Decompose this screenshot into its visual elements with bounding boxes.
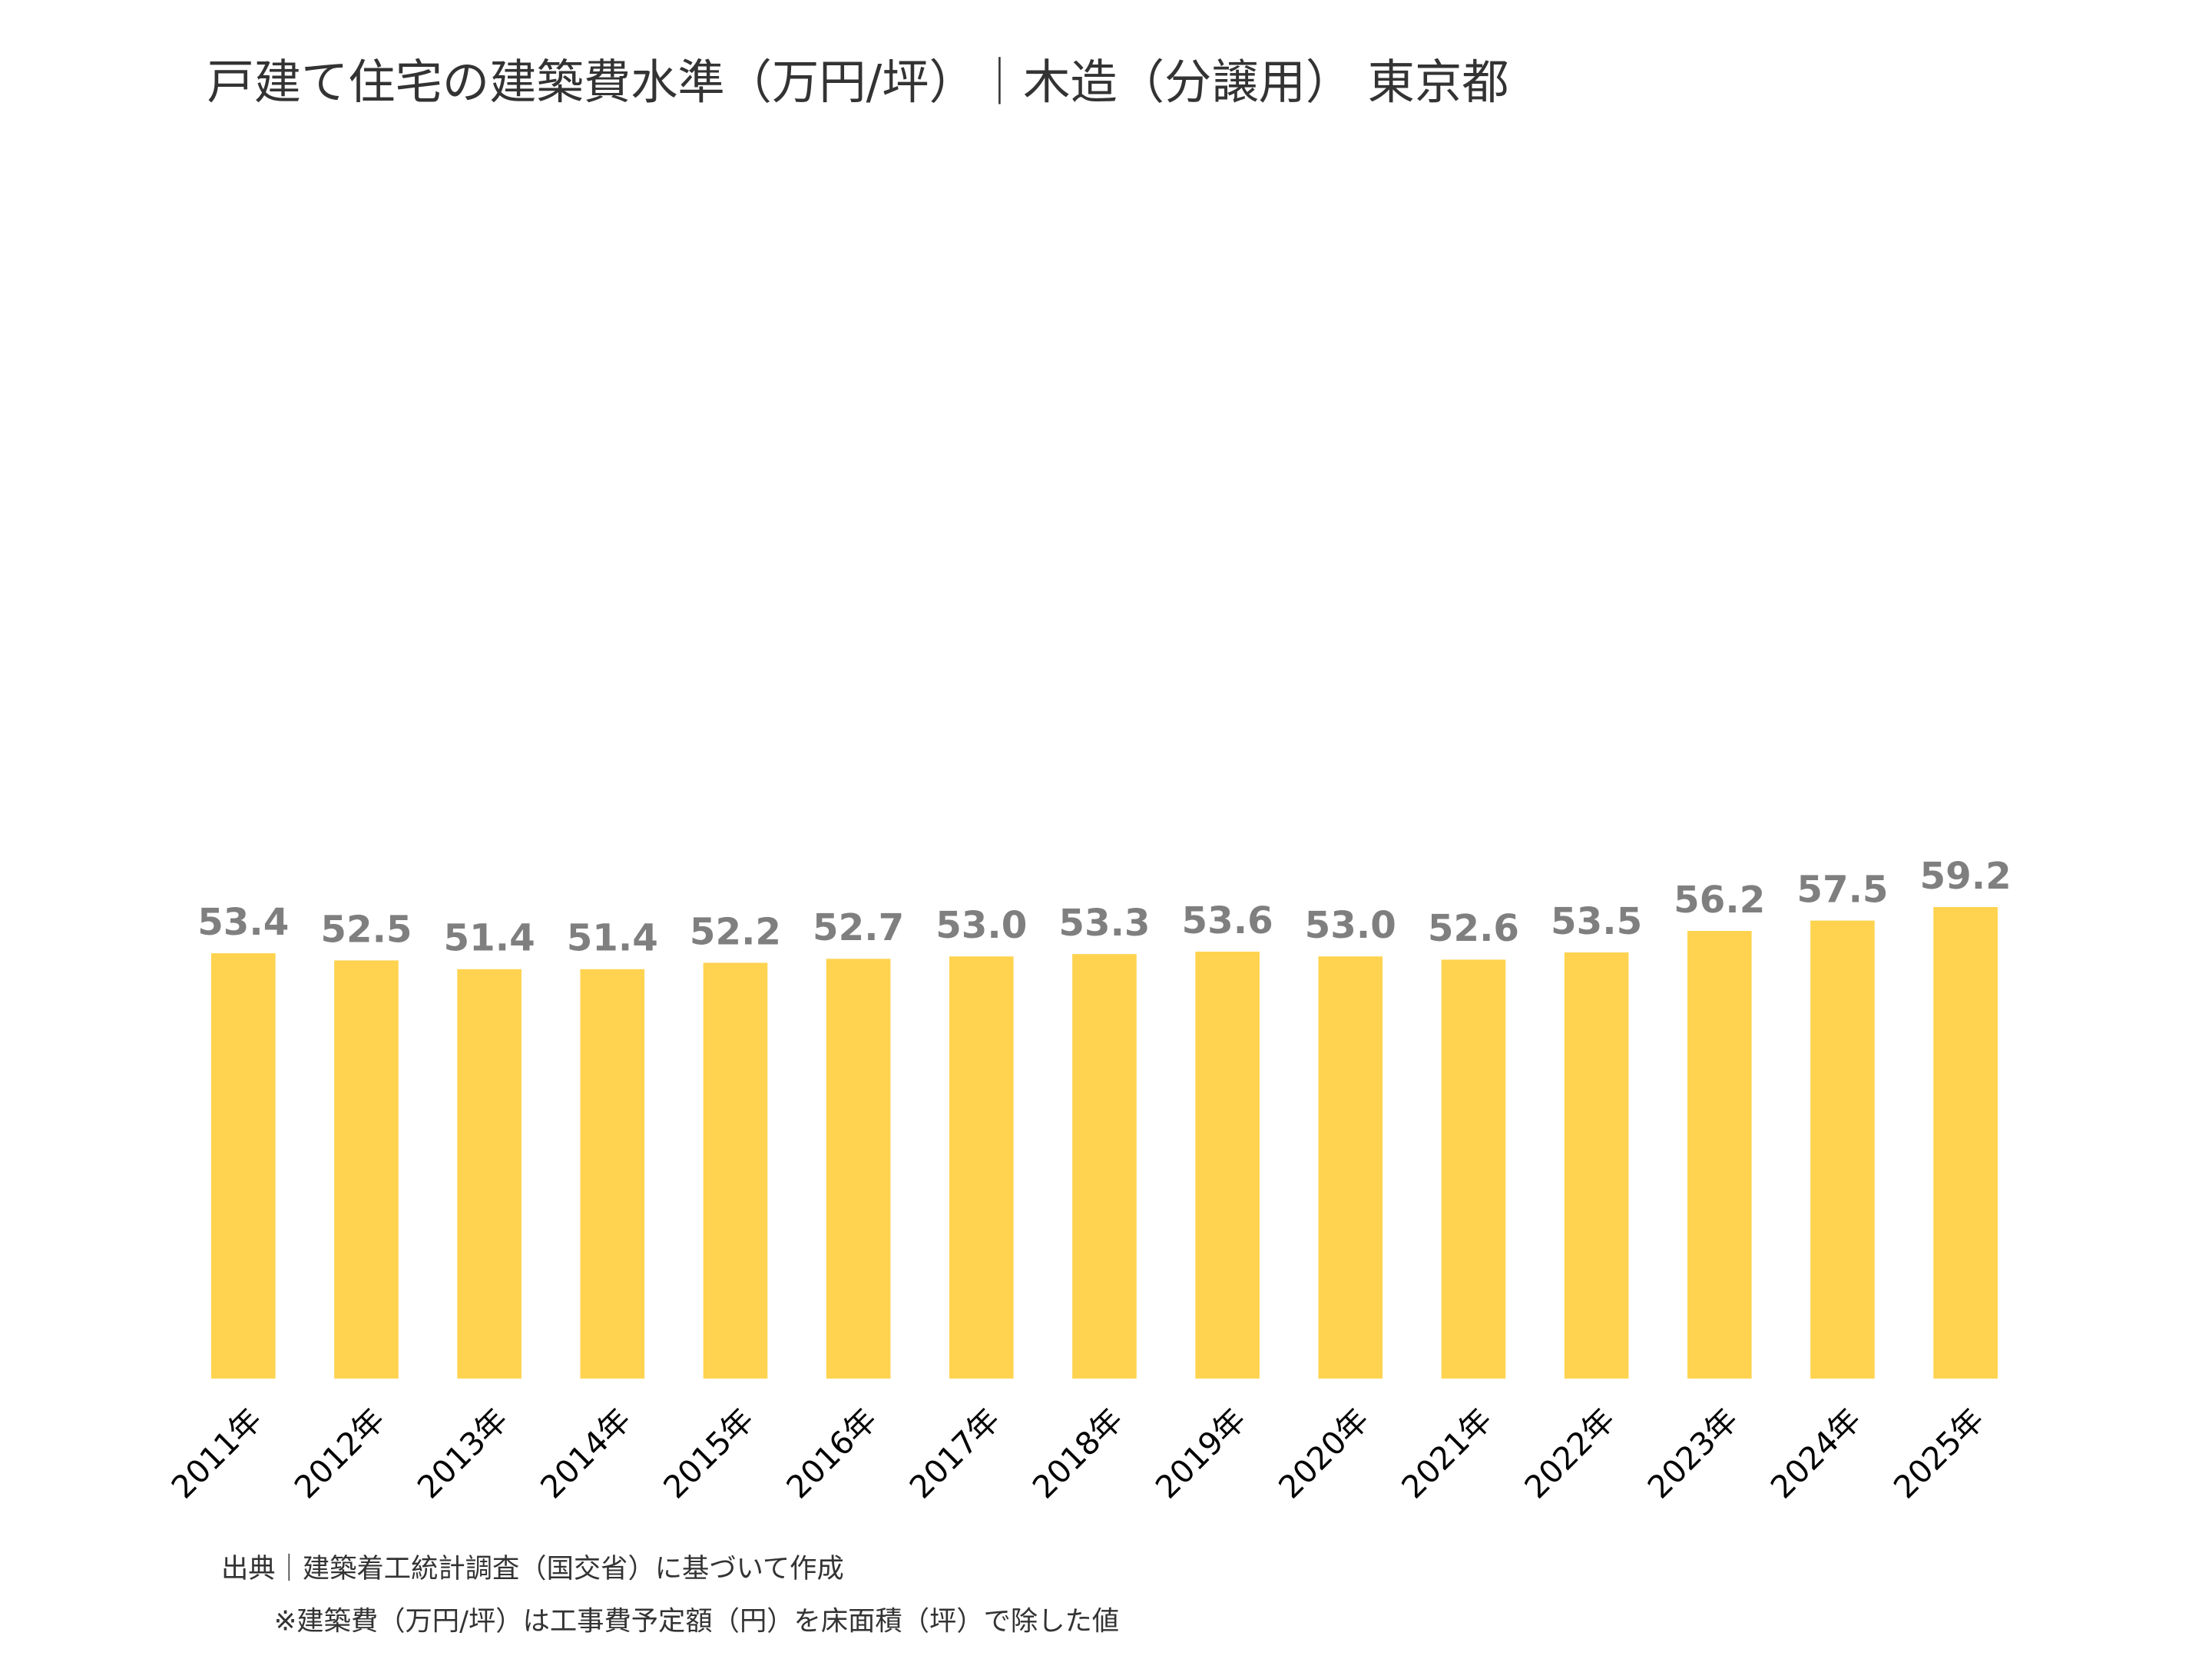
x-tick-label: 2020年 (1271, 1401, 1376, 1505)
value-label: 53.0 (935, 904, 1027, 947)
bar (703, 962, 768, 1379)
x-tick-label: 2014年 (533, 1401, 637, 1505)
bar (1441, 959, 1506, 1379)
bar (457, 969, 522, 1379)
value-label: 53.5 (1551, 900, 1642, 943)
value-label: 53.3 (1058, 902, 1150, 945)
x-tick-label: 2017年 (902, 1401, 1007, 1505)
x-tick-label: 2025年 (1886, 1401, 1991, 1505)
source-note: 出典｜建築着工統計調査（国交省）に基づいて作成 (221, 1553, 844, 1584)
value-label: 51.4 (444, 917, 535, 960)
bar (826, 959, 891, 1379)
bar (1933, 906, 1998, 1379)
bar (1687, 931, 1752, 1379)
x-tick-label: 2024年 (1763, 1401, 1868, 1505)
x-tick-label: 2016年 (780, 1401, 884, 1505)
value-label: 52.7 (813, 906, 904, 949)
x-tick-label: 2021年 (1395, 1401, 1499, 1505)
value-label: 56.2 (1674, 879, 1765, 922)
value-label: 57.5 (1796, 868, 1888, 911)
bar (1195, 952, 1260, 1379)
footnote: ※建築費（万円/坪）は工事費予定額（円）を床面積（坪）で除した値 (274, 1606, 1119, 1637)
value-label: 52.2 (690, 910, 781, 953)
bar (210, 953, 276, 1379)
x-tick-label: 2023年 (1641, 1401, 1745, 1505)
bar (1810, 920, 1875, 1379)
value-label: 52.5 (320, 908, 412, 951)
x-tick-label: 2019年 (1148, 1401, 1253, 1505)
value-label: 53.6 (1182, 899, 1273, 942)
chart-title: 戸建て住宅の建築費水準（万円/坪）｜木造（分譲用） 東京都 (207, 55, 1508, 110)
x-tick-label: 2022年 (1518, 1401, 1622, 1505)
bar (580, 969, 645, 1379)
x-tick-label: 2011年 (164, 1401, 269, 1505)
value-label: 52.6 (1428, 907, 1519, 950)
bar (949, 956, 1014, 1379)
bar (1072, 954, 1137, 1379)
value-label: 59.2 (1920, 855, 2012, 898)
x-tick-label: 2013年 (410, 1401, 515, 1505)
value-label: 53.4 (197, 901, 289, 944)
x-tick-label: 2012年 (287, 1401, 392, 1505)
bar (1318, 956, 1383, 1379)
value-label: 51.4 (567, 917, 658, 960)
value-label: 53.0 (1305, 904, 1396, 947)
bar (1564, 952, 1629, 1379)
bar (334, 960, 399, 1379)
x-tick-label: 2018年 (1025, 1401, 1130, 1505)
x-tick-label: 2015年 (657, 1401, 761, 1505)
